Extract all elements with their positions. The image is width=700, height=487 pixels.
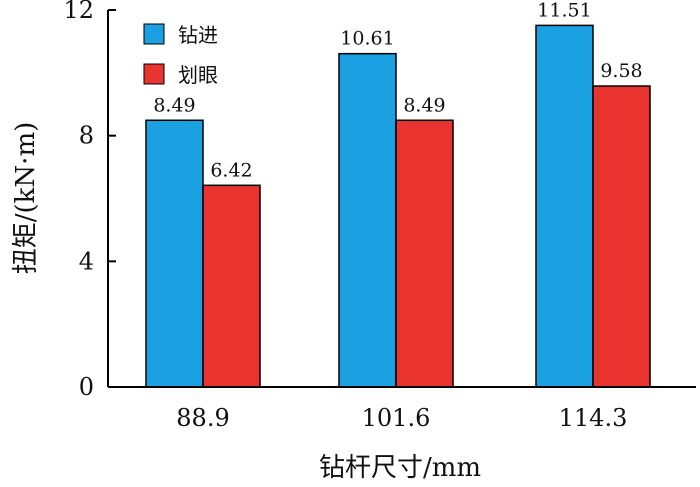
y-ticks-layer: 0 4 8 12 bbox=[63, 0, 116, 401]
legend-label-drilling: 钻进 bbox=[178, 23, 218, 47]
x-tick-label-1: 101.6 bbox=[362, 404, 431, 432]
legend: 钻进 划眼 bbox=[143, 23, 218, 87]
y-tick-label: 12 bbox=[63, 0, 94, 24]
y-tick-label: 8 bbox=[79, 122, 94, 150]
bar-drilling-2 bbox=[535, 24, 594, 388]
data-label-reaming-2: 9.58 bbox=[600, 60, 642, 82]
legend-swatch-drilling bbox=[143, 23, 165, 45]
data-label-reaming-1: 8.49 bbox=[403, 94, 445, 116]
y-axis-title: 扭矩/(kN·m) bbox=[11, 122, 41, 274]
data-label-drilling-2: 11.51 bbox=[537, 0, 591, 21]
data-label-drilling-1: 10.61 bbox=[340, 28, 394, 50]
x-ticks-layer: 88.9 101.6 114.3 bbox=[176, 404, 627, 432]
y-tick-label: 0 bbox=[79, 373, 94, 401]
data-label-drilling-0: 8.49 bbox=[153, 94, 195, 116]
y-tick-label: 4 bbox=[79, 247, 94, 275]
legend-label-reaming: 划眼 bbox=[178, 63, 218, 87]
bar-reaming-0 bbox=[202, 184, 261, 388]
bar-reaming-2 bbox=[592, 85, 651, 388]
bar-drilling-0 bbox=[145, 119, 204, 388]
axes-layer bbox=[107, 10, 696, 388]
data-labels-layer: 8.49 6.42 10.61 8.49 11.51 9.58 bbox=[153, 0, 642, 181]
x-tick-label-0: 88.9 bbox=[176, 404, 229, 432]
bars-layer bbox=[145, 24, 651, 388]
x-tick-label-2: 114.3 bbox=[559, 404, 628, 432]
x-axis-title: 钻杆尺寸/mm bbox=[319, 453, 481, 483]
legend-swatch-reaming bbox=[143, 63, 165, 85]
bar-drilling-1 bbox=[338, 52, 397, 388]
data-label-reaming-0: 6.42 bbox=[210, 159, 252, 181]
bar-reaming-1 bbox=[395, 119, 454, 388]
